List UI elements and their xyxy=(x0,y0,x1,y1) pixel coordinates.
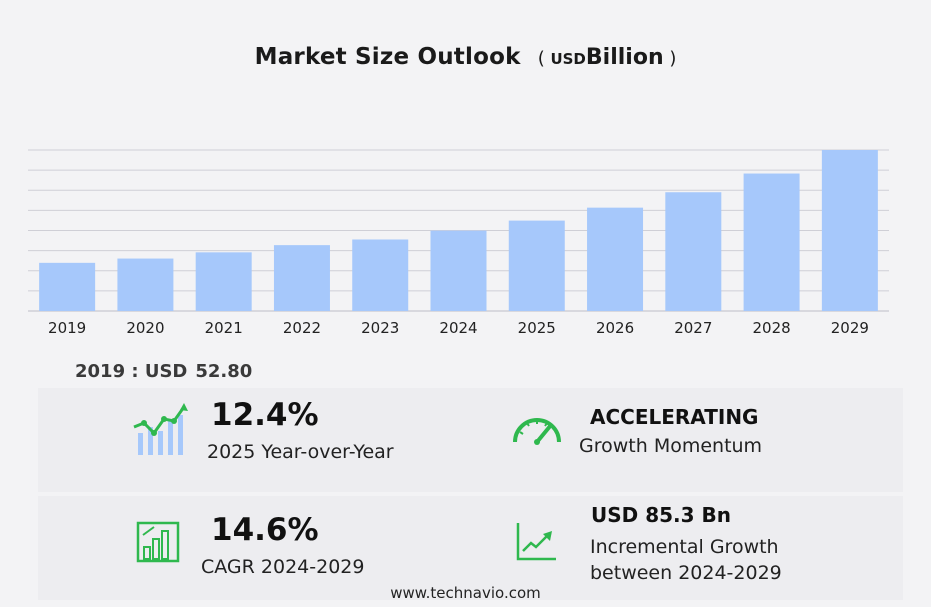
momentum-value: ACCELERATING xyxy=(590,405,759,429)
bar-2028 xyxy=(743,173,800,311)
bars xyxy=(39,150,878,311)
bar-2021 xyxy=(195,252,252,311)
x-tick-label: 2019 xyxy=(48,319,86,337)
bar-2023 xyxy=(352,239,409,311)
speedometer-icon xyxy=(513,418,561,445)
chart-title-unit: ( USDBillion ) xyxy=(537,45,677,70)
bar-2027 xyxy=(665,192,722,311)
base-year-amount: 52.80 xyxy=(195,361,253,382)
incremental-caption-line1: Incremental Growth xyxy=(590,536,779,558)
incremental-value: USD 85.3 Bn xyxy=(591,503,731,527)
x-tick-label: 2022 xyxy=(283,319,321,337)
x-tick-label: 2023 xyxy=(361,319,399,337)
bar-chart: 2019 2020 2021 2022 2023 2024 2025 2026 2027 2028… xyxy=(28,149,889,337)
unit-currency: USD xyxy=(550,50,586,68)
momentum-caption: Growth Momentum xyxy=(579,435,763,457)
stats-panel-bottom xyxy=(38,496,903,600)
unit-scale: Billion xyxy=(585,45,664,70)
x-tick-label: 2021 xyxy=(205,319,243,337)
trend-line-icon xyxy=(516,523,556,561)
bar-2022 xyxy=(273,245,330,311)
yoy-caption: 2025 Year-over-Year xyxy=(207,441,394,463)
x-tick-label: 2025 xyxy=(518,319,556,337)
bar-2026 xyxy=(587,207,644,311)
x-tick-label: 2027 xyxy=(674,319,712,337)
unit-close: ) xyxy=(669,48,677,69)
cagr-caption: CAGR 2024-2029 xyxy=(201,556,365,578)
bar-2020 xyxy=(117,258,174,311)
x-tick-label: 2029 xyxy=(831,319,869,337)
incremental-caption-line2: between 2024-2029 xyxy=(590,562,782,584)
base-year-label: 2019 : USD xyxy=(75,361,188,382)
bar-chart-icon xyxy=(136,521,180,563)
chart-title-main: Market Size Outlook xyxy=(254,44,521,70)
unit-open: ( xyxy=(537,48,545,69)
cagr-value: 14.6% xyxy=(211,512,319,548)
x-tick-label: 2028 xyxy=(752,319,790,337)
bar-2019 xyxy=(39,262,96,311)
bar-2029 xyxy=(821,150,878,311)
x-axis-labels: 2019 2020 2021 2022 2023 2024 2025 2026 2027 2028… xyxy=(48,319,869,337)
x-tick-label: 2024 xyxy=(439,319,477,337)
bar-2025 xyxy=(508,220,565,311)
base-year-value: 2019 : USD 52.80 xyxy=(75,361,252,382)
x-tick-label: 2020 xyxy=(126,319,164,337)
yoy-value: 12.4% xyxy=(211,397,319,433)
source-footer: www.technavio.com xyxy=(390,584,541,602)
bar-2024 xyxy=(430,230,487,311)
chart-title: Market Size Outlook ( USDBillion ) xyxy=(0,44,931,70)
growth-chart-icon xyxy=(133,403,188,455)
x-tick-label: 2026 xyxy=(596,319,634,337)
